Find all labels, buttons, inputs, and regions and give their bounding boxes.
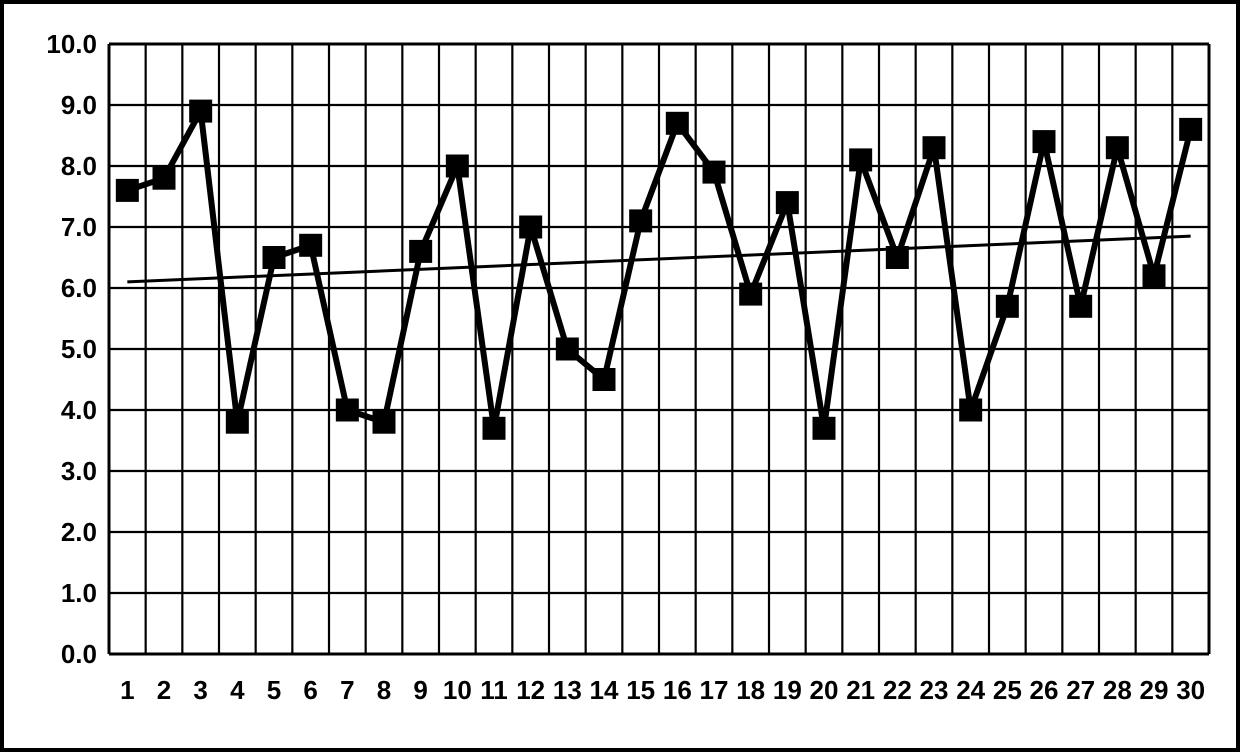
x-tick-label: 5 (267, 675, 281, 705)
chart-svg: 0.01.02.03.04.05.06.07.08.09.010.0123456… (24, 24, 1224, 736)
x-tick-label: 26 (1030, 675, 1059, 705)
series-marker (116, 179, 138, 201)
y-tick-label: 5.0 (61, 334, 97, 364)
chart-outer-frame: 0.01.02.03.04.05.06.07.08.09.010.0123456… (0, 0, 1240, 752)
x-tick-label: 7 (340, 675, 354, 705)
x-tick-label: 1 (120, 675, 134, 705)
x-tick-label: 15 (626, 675, 655, 705)
series-marker (446, 155, 468, 177)
x-axis-labels: 1234567891011121314151617181920212223242… (120, 675, 1205, 705)
series-marker (556, 338, 578, 360)
series-marker (263, 247, 285, 269)
x-tick-label: 25 (993, 675, 1022, 705)
series-marker (776, 192, 798, 214)
series-marker (373, 411, 395, 433)
x-tick-label: 2 (157, 675, 171, 705)
series-marker (153, 167, 175, 189)
x-tick-label: 23 (920, 675, 949, 705)
x-tick-label: 28 (1103, 675, 1132, 705)
y-tick-label: 9.0 (61, 90, 97, 120)
series-marker (740, 283, 762, 305)
y-tick-label: 1.0 (61, 578, 97, 608)
series-marker (593, 369, 615, 391)
y-tick-label: 4.0 (61, 395, 97, 425)
series-marker (520, 216, 542, 238)
series-marker (300, 234, 322, 256)
series-marker (666, 112, 688, 134)
series-marker (1070, 295, 1092, 317)
series-marker (190, 100, 212, 122)
series-marker (630, 210, 652, 232)
series-marker (703, 161, 725, 183)
x-tick-label: 10 (443, 675, 472, 705)
x-tick-label: 20 (810, 675, 839, 705)
series-marker (923, 137, 945, 159)
y-tick-label: 10.0 (46, 29, 97, 59)
x-tick-label: 24 (956, 675, 985, 705)
series-marker (813, 417, 835, 439)
series-marker (226, 411, 248, 433)
y-tick-label: 6.0 (61, 273, 97, 303)
series-marker (850, 149, 872, 171)
series-marker (336, 399, 358, 421)
x-tick-label: 3 (193, 675, 207, 705)
series-marker (886, 247, 908, 269)
chart-area: 0.01.02.03.04.05.06.07.08.09.010.0123456… (24, 24, 1216, 728)
x-tick-label: 11 (480, 675, 508, 705)
x-tick-label: 29 (1140, 675, 1169, 705)
series-marker (1033, 131, 1055, 153)
x-tick-label: 16 (663, 675, 692, 705)
x-tick-label: 14 (590, 675, 619, 705)
y-tick-label: 3.0 (61, 456, 97, 486)
y-axis-labels: 0.0 1.0 2.0 3.0 4.0 5.0 6.0 7.0 8.0 9.0 10.0 (46, 29, 97, 669)
x-tick-label: 17 (700, 675, 729, 705)
series-marker (483, 417, 505, 439)
series-marker (1106, 137, 1128, 159)
series-marker (996, 295, 1018, 317)
x-tick-label: 8 (377, 675, 391, 705)
x-tick-label: 30 (1176, 675, 1205, 705)
x-tick-label: 6 (303, 675, 317, 705)
y-tick-label: 8.0 (61, 151, 97, 181)
x-tick-label: 12 (516, 675, 545, 705)
series-marker (1180, 118, 1202, 140)
x-tick-label: 13 (553, 675, 582, 705)
y-tick-label: 7.0 (61, 212, 97, 242)
x-tick-label: 27 (1066, 675, 1095, 705)
x-tick-label: 18 (736, 675, 765, 705)
x-tick-label: 22 (883, 675, 912, 705)
series-marker (410, 240, 432, 262)
series-marker (960, 399, 982, 421)
x-tick-label: 9 (413, 675, 427, 705)
y-tick-label: 0.0 (61, 639, 97, 669)
x-tick-label: 21 (846, 675, 875, 705)
x-tick-label: 4 (230, 675, 245, 705)
x-tick-label: 19 (773, 675, 802, 705)
y-tick-label: 2.0 (61, 517, 97, 547)
series-marker (1143, 265, 1165, 287)
